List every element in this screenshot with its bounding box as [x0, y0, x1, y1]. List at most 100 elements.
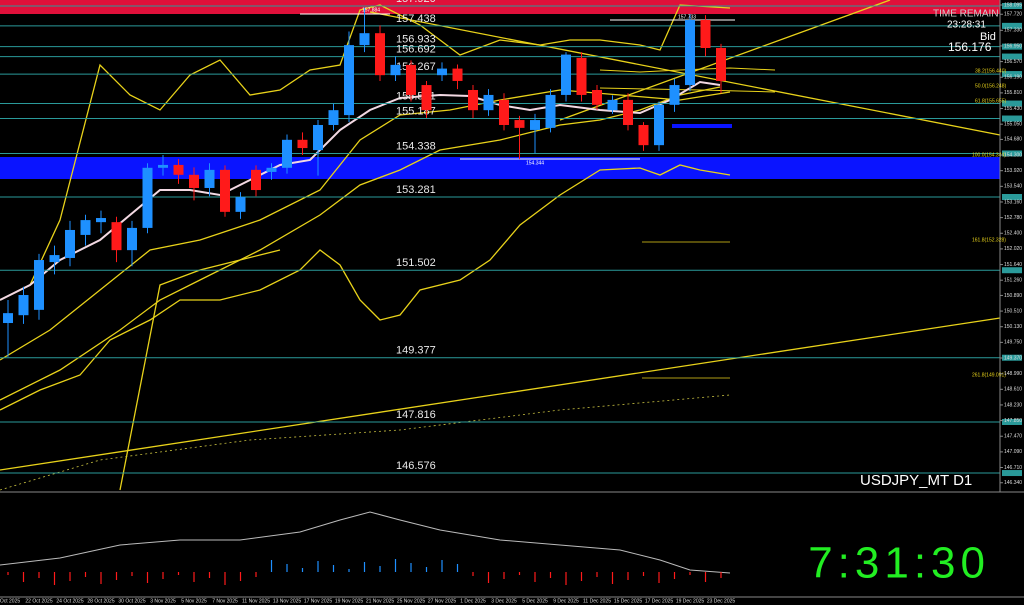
y-tick-label: 148.990 [1004, 371, 1022, 377]
y-tick-label: 150.510 [1004, 308, 1022, 314]
x-tick-label: 5 Nov 2025 [181, 598, 207, 604]
candle-body [344, 45, 354, 116]
level-label: 147.816 [396, 409, 436, 421]
candle-body [669, 85, 680, 105]
candle-body [142, 167, 153, 228]
level-axis-marker [1002, 418, 1022, 425]
x-tick-label: 7 Nov 2025 [212, 598, 238, 604]
candle-body [297, 139, 308, 149]
x-tick-label: 17 Dec 2025 [645, 598, 674, 604]
y-tick-label: 151.640 [1004, 262, 1022, 268]
candle-body [654, 104, 664, 146]
x-tick-label: 21 Nov 2025 [366, 598, 395, 604]
fib-label: 100.0(154.344) [972, 152, 1006, 158]
level-label: 157.920 [396, 0, 436, 5]
level-axis-marker [1002, 71, 1022, 78]
candle-body [34, 260, 44, 310]
candle-body [685, 20, 695, 86]
x-tick-label: 30 Oct 2025 [118, 598, 145, 604]
candle-body [638, 124, 649, 146]
y-tick-label: 147.470 [1004, 434, 1022, 440]
x-tick-label: 9 Dec 2025 [553, 598, 579, 604]
x-tick-label: 19 Nov 2025 [335, 598, 364, 604]
candle-body [561, 54, 571, 95]
candle-body [158, 164, 168, 168]
x-tick-label: 24 Oct 2025 [56, 598, 83, 604]
y-tick-label: 155.050 [1004, 121, 1022, 127]
level-axis-marker [1002, 115, 1022, 122]
candle-body [499, 99, 509, 125]
y-tick-label: 152.400 [1004, 231, 1022, 237]
fib-label: 50.0(156.248) [975, 83, 1006, 89]
levels: 157.920157.438156.933156.692156.267155.5… [0, 0, 1022, 477]
x-tick-label: 25 Nov 2025 [397, 598, 426, 604]
y-tick-label: 148.230 [1004, 402, 1022, 408]
candle-body [282, 139, 292, 168]
x-tick-label: 5 Dec 2025 [522, 598, 548, 604]
y-tick-label: 154.680 [1004, 137, 1022, 143]
candle-body [220, 169, 230, 212]
candle-body [483, 94, 494, 111]
y-tick-label: 158.095 [1004, 2, 1022, 8]
x-tick-label: 11 Nov 2025 [242, 598, 270, 604]
y-tick-label: 147.850 [1004, 418, 1022, 424]
y-tick-label: 150.890 [1004, 293, 1022, 299]
level-axis-marker [1002, 470, 1022, 477]
candle-body [266, 167, 277, 172]
y-tick-label: 148.610 [1004, 387, 1022, 393]
candle-body [437, 68, 447, 76]
y-tick-label: 155.810 [1004, 90, 1022, 96]
y-tick-label: 153.160 [1004, 199, 1022, 205]
x-tick-label: 22 Oct 2025 [25, 598, 52, 604]
level-label: 156.933 [396, 34, 436, 46]
y-tick-label: 149.750 [1004, 340, 1022, 346]
candle-body [328, 110, 339, 125]
time-remain-label: TIME REMAIN [933, 9, 999, 20]
candle-body [623, 99, 633, 125]
x-tick-label: 11 Dec 2025 [583, 598, 611, 604]
level-axis-marker [1002, 53, 1022, 60]
y-tick-label: 152.020 [1004, 246, 1022, 252]
candle-body [127, 227, 137, 251]
candle-body [545, 94, 556, 128]
level-axis-marker [1002, 43, 1022, 50]
level-label: 157.438 [396, 13, 436, 25]
level-label: 149.377 [396, 345, 436, 357]
candle-body [716, 48, 726, 81]
y-tick-label: 156.950 [1004, 43, 1022, 49]
swing-label: 157.733 [678, 14, 696, 20]
candle-body [607, 99, 618, 111]
candle-body [452, 68, 463, 81]
y-tick-label: 146.710 [1004, 465, 1022, 471]
y-tick-label: 157.720 [1004, 12, 1022, 18]
candle-body [359, 33, 370, 46]
level-axis-marker [1002, 267, 1022, 274]
x-tick-label: 28 Oct 2025 [87, 598, 114, 604]
bid: 156.176 [948, 40, 992, 54]
time-remain: 23:28:31 [947, 20, 986, 31]
y-tick-label: 146.340 [1004, 480, 1022, 486]
candle-body [406, 64, 416, 95]
candle-body [80, 220, 91, 235]
candle-body [468, 89, 478, 111]
x-tick-label: 19 Dec 2025 [676, 598, 705, 604]
fib-label: 161.8(152.328) [972, 237, 1006, 243]
x-tick-label: 3 Dec 2025 [491, 598, 517, 604]
y-tick-label: 157.330 [1004, 28, 1022, 34]
y-tick-label: 151.260 [1004, 278, 1022, 284]
x-tick-label: 17 Nov 2025 [304, 598, 333, 604]
symbol-label: USDJPY_MT D1 [860, 472, 972, 489]
y-tick-label: 156.570 [1004, 59, 1022, 65]
moving-average [0, 80, 721, 301]
level-label: 151.502 [396, 257, 436, 269]
support-zone [0, 157, 1000, 179]
oscillator-line [0, 511, 731, 574]
candle-body [235, 197, 246, 212]
clock: 7:31:30 [808, 539, 990, 588]
candle-body [313, 124, 323, 151]
level-axis-marker [1002, 354, 1022, 361]
level-label: 153.281 [396, 184, 436, 196]
candle-body [592, 89, 602, 105]
fib-label: 261.8(149.091) [972, 372, 1006, 378]
